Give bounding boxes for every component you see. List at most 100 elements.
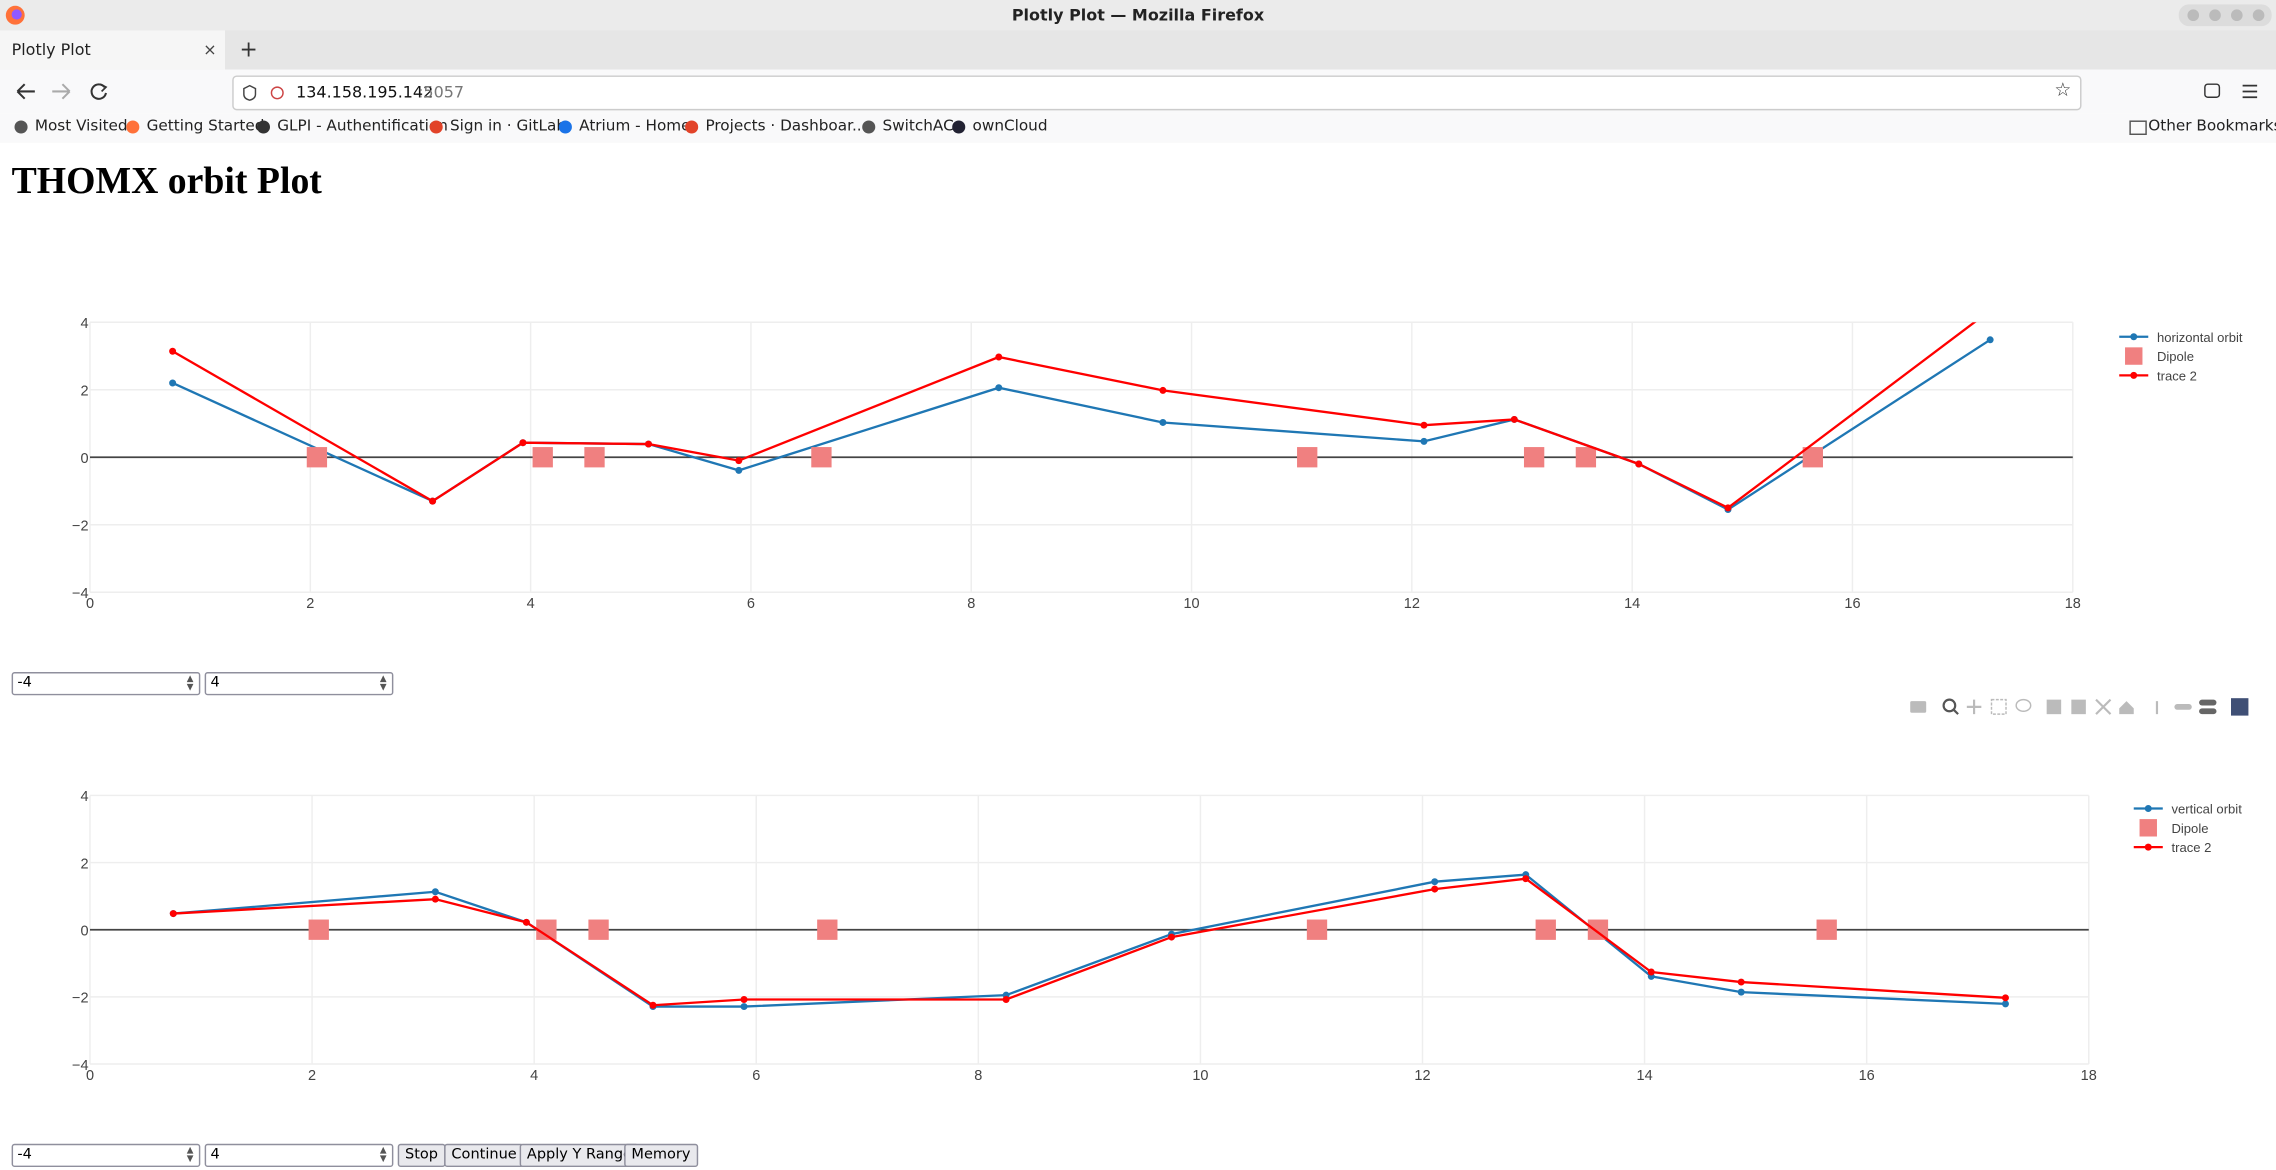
legend-marker	[2144, 805, 2152, 812]
bookmark-star[interactable]: ☆	[2054, 79, 2072, 102]
dipole-marker	[306, 447, 328, 468]
toolbar-icons[interactable]	[2203, 83, 2268, 100]
dipole-marker	[1535, 919, 1556, 940]
point	[1002, 996, 1010, 1004]
bookmark[interactable]: Atrium - Home	[579, 117, 691, 135]
spinner[interactable]: ▲ ▼	[186, 1145, 194, 1165]
point	[740, 1003, 748, 1011]
x-tick-label: 16	[1859, 1068, 1875, 1084]
tab-title: Plotly Plot	[11, 40, 91, 60]
x-tick-label: 0	[86, 596, 94, 612]
point	[1159, 418, 1167, 426]
window-controls[interactable]	[2177, 3, 2273, 28]
point	[522, 918, 530, 926]
number-input[interactable]: 4 ▲ ▼	[204, 672, 394, 696]
legend-marker	[2130, 371, 2138, 379]
point	[1647, 968, 1655, 976]
tab[interactable]: Plotly Plot ×	[0, 30, 225, 70]
point	[995, 384, 1003, 392]
legend-label: Dipole	[2171, 821, 2208, 836]
bookmark-icon	[256, 120, 270, 134]
input-value: 4	[210, 674, 220, 691]
y-tick-label: 4	[80, 316, 88, 332]
x-tick-label: 6	[747, 596, 755, 612]
tab-close[interactable]: ×	[203, 40, 217, 60]
firefox-icon	[5, 5, 25, 25]
bookmark[interactable]: Projects · Dashboar...	[705, 117, 867, 135]
legend-label: horizontal orbit	[2157, 330, 2243, 345]
legend-marker	[2125, 347, 2143, 365]
number-input[interactable]: -4 ▲ ▼	[11, 1143, 201, 1168]
bookmark[interactable]: GLPI - Authentification	[277, 117, 448, 135]
point	[1635, 460, 1643, 468]
point	[1987, 307, 1994, 314]
bookmark[interactable]: SwitchAC	[882, 117, 954, 135]
point	[735, 466, 743, 474]
url-port: :5057	[418, 82, 465, 102]
x-tick-label: 18	[2081, 1068, 2097, 1084]
spinner[interactable]: ▲ ▼	[379, 673, 387, 693]
point	[1420, 421, 1428, 429]
x-tick-label: 18	[2065, 596, 2081, 612]
number-input[interactable]: 4 ▲ ▼	[204, 1143, 394, 1168]
point	[644, 440, 652, 448]
tab-bar: Plotly Plot × +	[0, 30, 2276, 70]
number-input[interactable]: -4 ▲ ▼	[11, 672, 201, 696]
site-icons	[243, 84, 284, 101]
x-tick-label: 10	[1183, 596, 1199, 612]
y-tick-label: −4	[72, 586, 89, 602]
button[interactable]: Apply Y Range	[519, 1143, 640, 1168]
point	[169, 347, 177, 355]
legend-marker	[2130, 333, 2138, 341]
point	[2001, 994, 2009, 1002]
legend-label: Dipole	[2157, 349, 2194, 364]
bookmark[interactable]: ownCloud	[972, 117, 1048, 135]
point	[169, 910, 177, 918]
x-tick-label: 8	[967, 596, 975, 612]
legend-label: trace 2	[2157, 368, 2197, 383]
button[interactable]: Stop	[397, 1143, 446, 1168]
bookmark[interactable]: Most Visited	[34, 117, 128, 135]
point	[1431, 878, 1439, 886]
dipole-marker	[584, 447, 605, 468]
button[interactable]: Continue	[444, 1143, 524, 1168]
x-tick-label: 2	[306, 596, 314, 612]
bookmark[interactable]: Sign in · GitLab	[449, 117, 567, 135]
dipole-marker	[1816, 919, 1837, 940]
dipole-marker	[1802, 447, 1823, 468]
input-value: -4	[17, 1146, 32, 1163]
y-tick-label: −2	[72, 519, 89, 535]
url-bar[interactable]: 134.158.195.142:5057 ☆	[232, 75, 2082, 111]
legend-marker	[2144, 843, 2152, 851]
point	[519, 439, 527, 447]
bookmark-icon	[14, 120, 28, 134]
spinner[interactable]: ▲ ▼	[379, 1145, 387, 1165]
input-value: -4	[17, 674, 32, 691]
other-bookmarks[interactable]: Other Bookmarks	[2148, 117, 2276, 135]
x-tick-label: 12	[1414, 1068, 1430, 1084]
x-tick-label: 4	[530, 1068, 538, 1084]
legend-marker	[2139, 819, 2157, 837]
x-tick-label: 14	[1637, 1068, 1653, 1084]
x-tick-label: 16	[1844, 596, 1860, 612]
button[interactable]: Memory	[624, 1143, 698, 1168]
nav-buttons[interactable]	[12, 80, 114, 103]
x-tick-label: 0	[86, 1068, 94, 1084]
series-line	[173, 877, 2006, 1007]
x-tick-label: 4	[527, 596, 535, 612]
bookmark-icon	[862, 120, 876, 134]
point	[995, 353, 1003, 361]
plot-modebar[interactable]	[1904, 697, 2252, 717]
spinner[interactable]: ▲ ▼	[186, 673, 194, 693]
title-bar: Plotly Plot — Mozilla Firefox	[0, 0, 2276, 31]
bookmark[interactable]: Getting Started	[146, 117, 265, 135]
series-line	[173, 873, 2006, 1008]
point	[649, 1001, 657, 1009]
point	[1724, 504, 1732, 512]
point	[1510, 415, 1518, 423]
new-tab[interactable]: +	[239, 36, 258, 63]
x-tick-label: 10	[1192, 1068, 1208, 1084]
x-tick-label: 14	[1624, 596, 1640, 612]
